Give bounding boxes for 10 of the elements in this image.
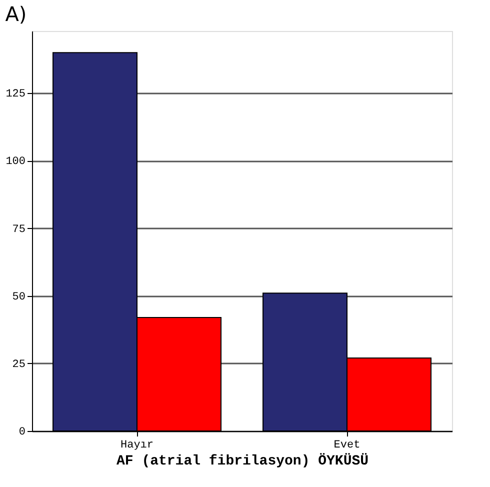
y-tick-label: 75 (12, 224, 26, 236)
x-tick-label: Evet (334, 440, 360, 452)
y-tick-label: 50 (12, 291, 26, 304)
y-tick-label: 100 (6, 156, 26, 168)
chart-title: A) (5, 2, 27, 26)
x-tick-label: Hayır (120, 440, 154, 452)
y-tick-label: 0 (18, 426, 26, 438)
y-tick-label: 25 (12, 358, 26, 371)
y-tick-label: 125 (6, 88, 26, 101)
x-axis-title: AF (atrial fibrilasyon) ÖYKÜSÜ (116, 452, 369, 470)
